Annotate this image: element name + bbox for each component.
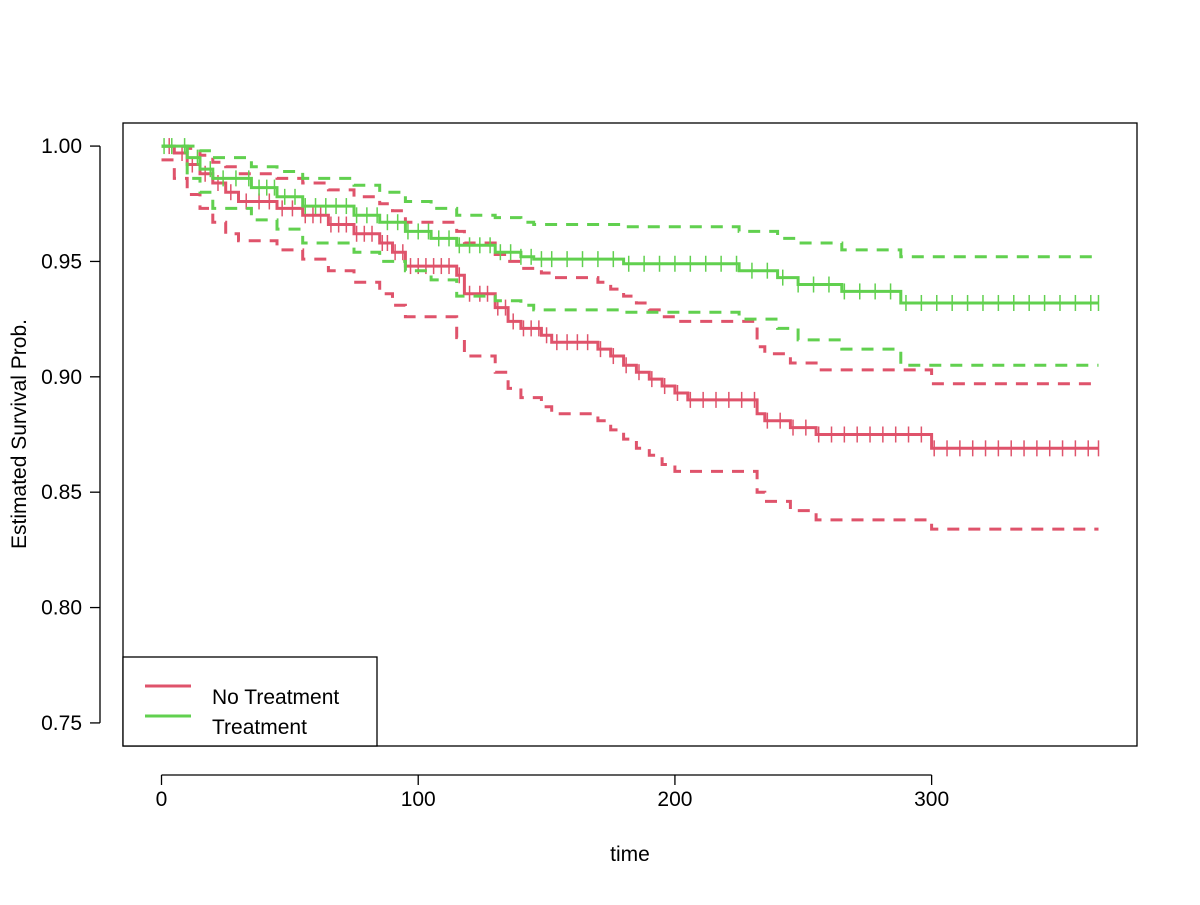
x-tick-label: 0 <box>156 788 168 811</box>
plot-frame <box>122 122 1138 747</box>
y-tick-label: 0.75 <box>41 712 82 735</box>
legend: No Treatment Treatment <box>122 656 378 747</box>
y-tick-label: 0.80 <box>41 597 82 620</box>
x-tick-label: 200 <box>657 788 692 811</box>
x-tick-label: 300 <box>914 788 949 811</box>
series-no-treatment <box>161 138 1100 531</box>
ci-lower-treatment <box>161 144 1099 367</box>
series-layer <box>161 138 1100 531</box>
ci-upper-treatment <box>161 144 1099 259</box>
ci-upper-no-treatment <box>161 144 1099 386</box>
x-axis-title: time <box>610 843 650 866</box>
y-axis-title: Estimated Survival Prob. <box>8 319 31 549</box>
x-tick-label: 100 <box>401 788 436 811</box>
legend-label-treatment: Treatment <box>212 716 307 739</box>
legend-label-no-treatment: No Treatment <box>212 686 339 709</box>
y-tick-label: 0.85 <box>41 481 82 504</box>
y-axis: 0.75 0.80 0.85 0.90 0.95 1.00 <box>41 135 101 735</box>
survival-curve-treatment <box>161 144 1099 305</box>
ci-lower-no-treatment <box>161 158 1099 531</box>
y-tick-label: 0.95 <box>41 250 82 273</box>
y-tick-label: 1.00 <box>41 135 82 158</box>
series-treatment <box>161 138 1100 367</box>
survival-curve-no-treatment <box>161 144 1099 450</box>
legend-box <box>122 656 378 747</box>
x-axis: 0 100 200 300 <box>156 774 949 811</box>
y-tick-label: 0.90 <box>41 366 82 389</box>
